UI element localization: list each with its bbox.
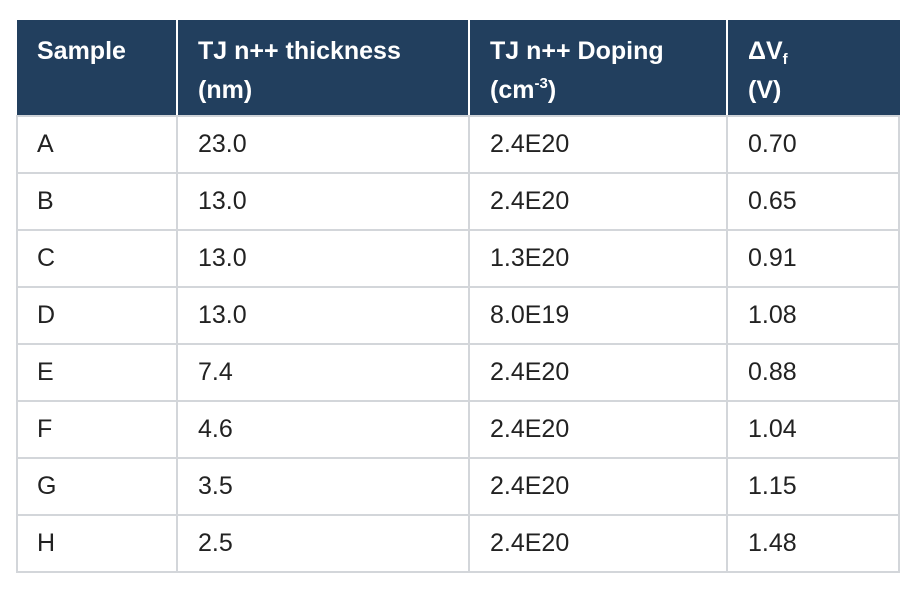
cell-delta-vf: 1.15 bbox=[726, 457, 900, 516]
header-doping-unit-pre: (cm bbox=[490, 76, 535, 104]
cell-sample: E bbox=[16, 343, 178, 402]
cell-delta-vf: 0.88 bbox=[726, 343, 900, 402]
header-delta-vf-label: ΔVf bbox=[748, 32, 879, 71]
header-sample-label: Sample bbox=[37, 37, 126, 65]
cell-doping: 2.4E20 bbox=[468, 457, 728, 516]
cell-sample: C bbox=[16, 229, 178, 288]
table-body: A 23.0 2.4E20 0.70 B 13.0 2.4E20 0.65 C … bbox=[16, 115, 900, 573]
cell-doping: 2.4E20 bbox=[468, 514, 728, 573]
table-row: F 4.6 2.4E20 1.04 bbox=[16, 400, 900, 459]
header-doping: TJ n++ Doping (cm-3) bbox=[469, 20, 728, 117]
cell-delta-vf: 0.65 bbox=[726, 172, 900, 231]
cell-thickness: 7.4 bbox=[176, 343, 470, 402]
cell-thickness: 13.0 bbox=[176, 229, 470, 288]
cell-thickness: 2.5 bbox=[176, 514, 470, 573]
cell-thickness: 13.0 bbox=[176, 172, 470, 231]
cell-thickness: 23.0 bbox=[176, 115, 470, 174]
cell-doping: 2.4E20 bbox=[468, 115, 728, 174]
cell-sample: G bbox=[16, 457, 178, 516]
table-row: C 13.0 1.3E20 0.91 bbox=[16, 229, 900, 288]
cell-sample: B bbox=[16, 172, 178, 231]
cell-doping: 8.0E19 bbox=[468, 286, 728, 345]
cell-thickness: 3.5 bbox=[176, 457, 470, 516]
cell-delta-vf: 1.08 bbox=[726, 286, 900, 345]
header-thickness: TJ n++ thickness (nm) bbox=[177, 20, 470, 117]
table-header: Sample TJ n++ thickness (nm) TJ n++ Dopi… bbox=[17, 20, 900, 117]
cell-thickness: 13.0 bbox=[176, 286, 470, 345]
table-row: B 13.0 2.4E20 0.65 bbox=[16, 172, 900, 231]
table-row: E 7.4 2.4E20 0.88 bbox=[16, 343, 900, 402]
cell-delta-vf: 0.91 bbox=[726, 229, 900, 288]
cell-doping: 2.4E20 bbox=[468, 172, 728, 231]
header-delta-vf-subscript: f bbox=[782, 51, 788, 68]
table-row: A 23.0 2.4E20 0.70 bbox=[16, 115, 900, 174]
cell-sample: D bbox=[16, 286, 178, 345]
cell-doping: 1.3E20 bbox=[468, 229, 728, 288]
cell-thickness: 4.6 bbox=[176, 400, 470, 459]
cell-doping: 2.4E20 bbox=[468, 400, 728, 459]
table-row: H 2.5 2.4E20 1.48 bbox=[16, 514, 900, 573]
header-delta-vf-unit: (V) bbox=[748, 76, 782, 104]
table-row: G 3.5 2.4E20 1.15 bbox=[16, 457, 900, 516]
header-delta-vf-main: ΔV bbox=[748, 37, 783, 65]
header-doping-unit-post: ) bbox=[547, 76, 557, 104]
data-table: Sample TJ n++ thickness (nm) TJ n++ Dopi… bbox=[16, 20, 900, 573]
header-sample: Sample bbox=[17, 20, 178, 117]
cell-sample: A bbox=[16, 115, 178, 174]
data-table-container: Sample TJ n++ thickness (nm) TJ n++ Dopi… bbox=[16, 20, 900, 573]
table-row: D 13.0 8.0E19 1.08 bbox=[16, 286, 900, 345]
header-doping-unit-exponent: -3 bbox=[534, 75, 548, 92]
header-thickness-label: TJ n++ thickness bbox=[198, 37, 401, 65]
header-delta-vf: ΔVf (V) bbox=[727, 20, 900, 117]
cell-delta-vf: 1.48 bbox=[726, 514, 900, 573]
cell-sample: F bbox=[16, 400, 178, 459]
header-thickness-unit: (nm) bbox=[198, 76, 253, 104]
cell-delta-vf: 1.04 bbox=[726, 400, 900, 459]
header-row: Sample TJ n++ thickness (nm) TJ n++ Dopi… bbox=[17, 20, 900, 117]
cell-delta-vf: 0.70 bbox=[726, 115, 900, 174]
cell-sample: H bbox=[16, 514, 178, 573]
header-doping-label: TJ n++ Doping bbox=[490, 37, 664, 65]
header-doping-unit: (cm-3) bbox=[490, 71, 706, 110]
cell-doping: 2.4E20 bbox=[468, 343, 728, 402]
